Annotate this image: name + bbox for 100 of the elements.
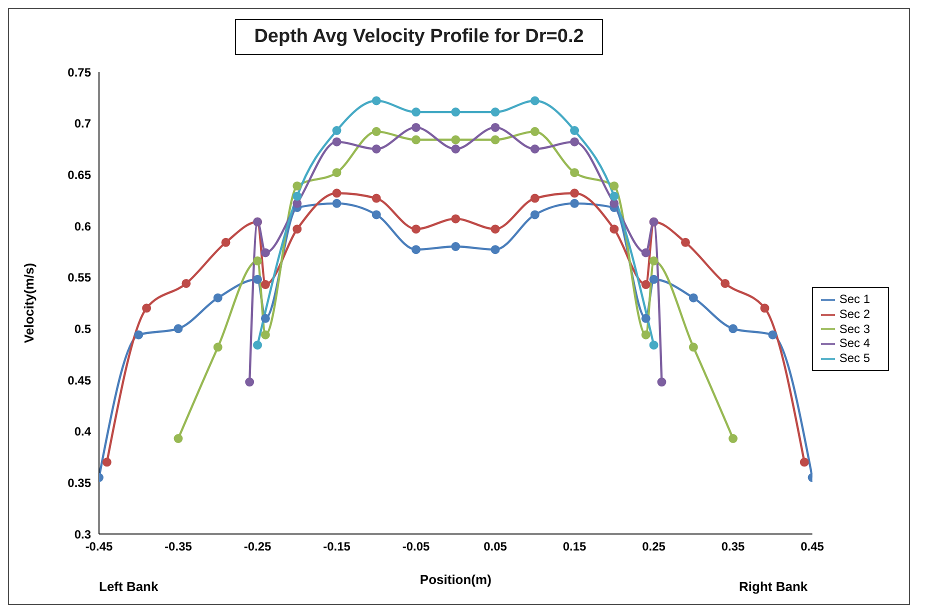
point — [768, 330, 778, 340]
point — [332, 137, 342, 146]
y-tick-label: 0.55 — [68, 270, 92, 285]
point — [451, 135, 460, 144]
point — [490, 245, 500, 254]
y-tick-label: 0.75 — [68, 65, 92, 80]
point — [681, 238, 690, 247]
point — [260, 330, 270, 340]
point — [570, 198, 580, 208]
point — [412, 122, 421, 132]
point — [657, 378, 666, 387]
point — [610, 198, 619, 208]
point — [372, 96, 381, 106]
point — [570, 188, 580, 198]
point — [728, 434, 738, 444]
point — [174, 324, 183, 334]
point — [451, 214, 460, 224]
y-tick-label: 0.5 — [74, 322, 92, 336]
chart-title: Depth Avg Velocity Profile for Dr=0.2 — [235, 19, 603, 55]
point — [372, 144, 381, 154]
text: Right Bank — [739, 579, 808, 594]
point — [412, 135, 421, 144]
point — [641, 314, 650, 323]
y-tick-label: 0.35 — [68, 476, 92, 490]
x-tick-label: 0.25 — [642, 540, 666, 554]
point — [530, 127, 540, 136]
point — [260, 280, 270, 290]
point — [260, 314, 270, 323]
point — [292, 181, 302, 190]
point — [253, 256, 262, 266]
point — [332, 168, 342, 178]
x-axis-title: Position(m) — [420, 572, 492, 587]
point — [213, 342, 222, 352]
legend-label: Sec 3 — [839, 322, 870, 336]
point — [451, 108, 460, 117]
point — [260, 248, 270, 258]
point — [641, 330, 650, 340]
x-tick-label: 0.45 — [800, 540, 824, 554]
point — [490, 135, 500, 144]
point — [245, 378, 254, 387]
point — [451, 242, 460, 252]
point — [610, 181, 619, 190]
point — [570, 137, 580, 146]
point — [332, 188, 342, 198]
point — [649, 340, 658, 350]
legend-label: Sec 2 — [839, 306, 870, 321]
point — [760, 304, 770, 313]
x-tick-label: -0.25 — [244, 540, 272, 554]
legend-label: Sec 1 — [839, 292, 870, 306]
point — [213, 293, 222, 302]
x-tick-label: -0.05 — [402, 540, 430, 554]
point — [372, 127, 381, 136]
point — [253, 340, 262, 350]
y-axis-title: Velocity(m/s) — [22, 262, 37, 344]
x-tick-label: -0.35 — [164, 540, 192, 554]
point — [182, 278, 191, 288]
point — [221, 238, 230, 247]
x-tick-label: 0.15 — [562, 540, 587, 554]
point — [649, 274, 658, 284]
x-tick-label: -0.45 — [85, 540, 113, 554]
point — [372, 210, 381, 220]
point — [720, 278, 730, 288]
x-tick-label: -0.15 — [323, 540, 351, 554]
point — [332, 126, 342, 136]
y-tick-label: 0.65 — [68, 168, 92, 182]
x-tick-label: 0.35 — [721, 540, 746, 554]
point — [649, 256, 658, 266]
point — [530, 96, 540, 106]
point — [490, 224, 500, 234]
legend-label: Sec 5 — [839, 351, 870, 366]
point — [174, 434, 183, 444]
point — [530, 194, 540, 203]
point — [372, 194, 381, 203]
point — [688, 342, 698, 352]
point — [530, 144, 540, 154]
point — [641, 280, 650, 290]
point — [610, 192, 619, 201]
point — [570, 168, 580, 178]
point — [102, 458, 112, 467]
point — [490, 108, 500, 117]
y-tick-label: 0.6 — [74, 219, 92, 234]
point — [412, 108, 421, 117]
point — [292, 192, 302, 201]
point — [451, 144, 460, 154]
y-tick-label: 0.45 — [68, 373, 92, 388]
y-tick-label: 0.3 — [74, 527, 92, 542]
y-tick-label: 0.7 — [74, 116, 92, 131]
legend-label: Sec 4 — [839, 336, 870, 350]
point — [292, 224, 302, 234]
y-tick-label: 0.4 — [74, 424, 92, 439]
text: Left Bank — [99, 579, 158, 594]
point — [332, 198, 342, 208]
point — [134, 330, 144, 340]
point — [253, 274, 262, 284]
point — [412, 224, 421, 234]
point — [530, 210, 540, 220]
x-tick-label: 0.05 — [484, 540, 508, 554]
point — [688, 293, 698, 302]
point — [412, 245, 421, 254]
point — [142, 304, 152, 313]
